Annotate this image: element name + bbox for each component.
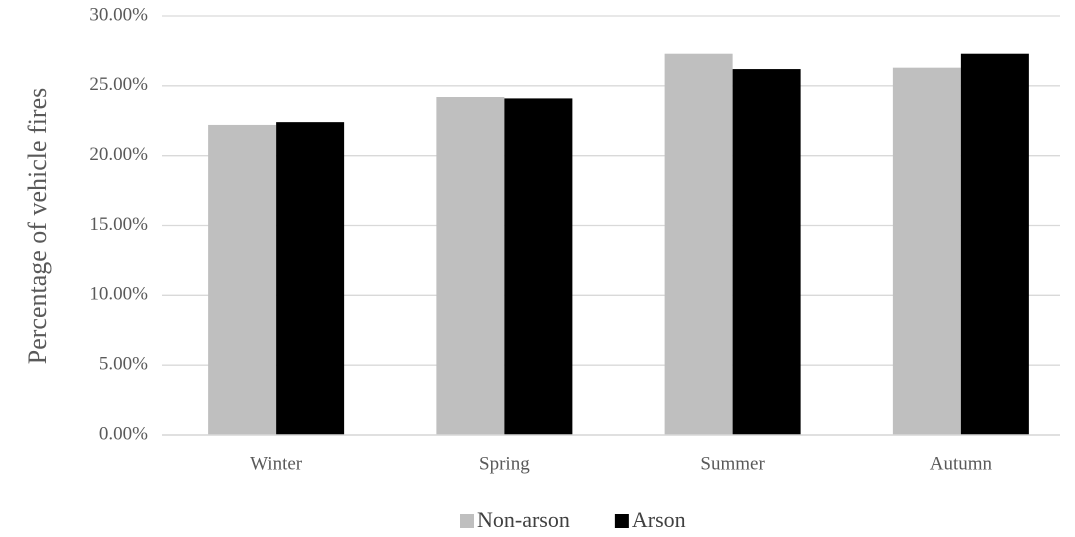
legend-swatch — [614, 514, 629, 528]
bar — [208, 124, 277, 435]
legend-swatch — [460, 514, 474, 528]
x-tick-label: Winter — [250, 453, 303, 474]
legend-text: Non-arson — [477, 507, 570, 532]
y-tick-label: 20.00% — [89, 144, 148, 165]
y-tick-label: 10.00% — [89, 284, 148, 305]
y-tick-label: 30.00% — [89, 4, 148, 25]
y-axis-title: Percentage of vehicle fires — [23, 88, 52, 364]
x-tick-label: Autumn — [930, 453, 993, 474]
bar — [960, 53, 1029, 436]
bar — [892, 67, 961, 435]
x-tick-label: Spring — [479, 453, 530, 474]
legend-text: Arson — [632, 507, 686, 532]
y-tick-label: 25.00% — [89, 74, 148, 95]
y-tick-label: 15.00% — [89, 214, 148, 235]
y-tick-label: 5.00% — [99, 354, 148, 375]
bar — [732, 69, 801, 435]
bar — [664, 53, 733, 436]
bar — [276, 122, 345, 435]
bar — [504, 98, 573, 436]
x-tick-label: Summer — [700, 453, 765, 474]
bar — [436, 97, 505, 436]
y-tick-label: 0.00% — [99, 423, 148, 444]
